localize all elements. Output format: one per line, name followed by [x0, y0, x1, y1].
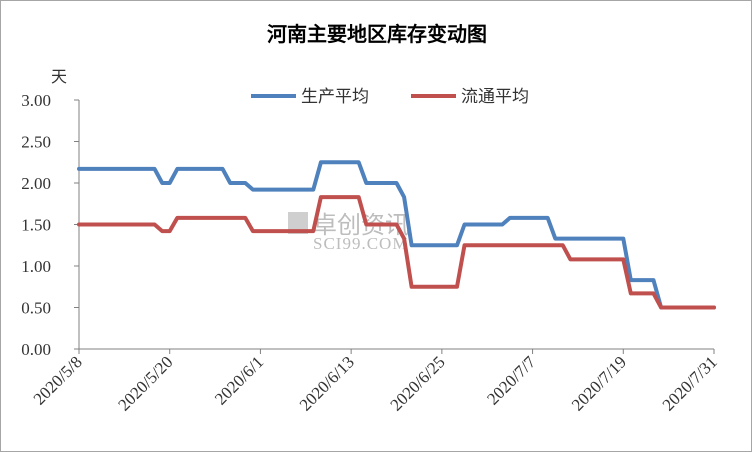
- legend: 生产平均 流通平均: [251, 87, 529, 107]
- y-tick-label: 2.50: [21, 133, 51, 152]
- legend-label-1: 生产平均: [301, 87, 369, 107]
- watermark-en: SCI99.COM: [313, 234, 408, 253]
- x-tick-label: 2020/7/31: [659, 352, 721, 414]
- y-axis-ticks: 0.00 0.50 1.00 1.50 2.00 2.50 3.00: [21, 91, 79, 359]
- y-tick-label: 0.00: [21, 340, 51, 359]
- y-tick-label: 3.00: [21, 91, 51, 110]
- y-tick-label: 0.50: [21, 299, 51, 318]
- x-axis-ticks: 2020/5/8 2020/5/20 2020/6/1 2020/6/13 2020/6…: [30, 349, 721, 415]
- x-tick-label: 2020/5/20: [114, 352, 176, 414]
- x-tick-label: 2020/6/1: [211, 352, 267, 408]
- chart-title: 河南主要地区库存变动图: [267, 22, 487, 46]
- series-line-1: [77, 160, 716, 310]
- x-tick-label: 2020/6/13: [296, 352, 358, 414]
- y-tick-label: 2.00: [21, 174, 51, 193]
- watermark-logo-icon: [288, 212, 308, 234]
- y-axis-unit-label: 天: [51, 67, 67, 86]
- series-line-2: [77, 195, 716, 310]
- y-tick-label: 1.50: [21, 216, 51, 235]
- legend-label-2: 流通平均: [461, 87, 529, 107]
- x-tick-label: 2020/7/7: [483, 352, 540, 409]
- x-tick-label: 2020/5/8: [30, 352, 86, 408]
- series-layer: [77, 160, 716, 310]
- y-tick-label: 1.00: [21, 257, 51, 276]
- x-tick-label: 2020/7/19: [568, 352, 630, 414]
- x-tick-label: 2020/6/25: [386, 352, 448, 414]
